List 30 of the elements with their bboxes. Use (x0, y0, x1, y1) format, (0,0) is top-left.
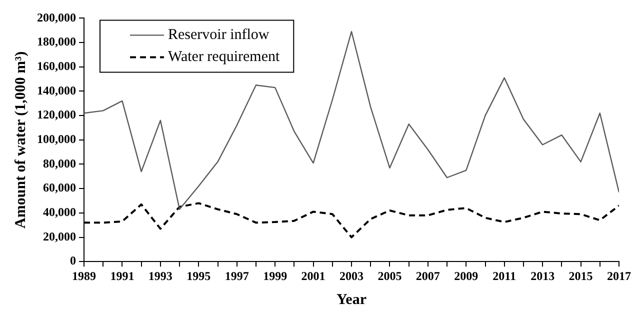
y-tick-label: 120,000 (37, 108, 76, 122)
x-tick-label: 2017 (607, 268, 631, 283)
x-tick-label: 2005 (378, 268, 402, 283)
y-tick-label: 80,000 (43, 156, 76, 170)
x-tick-label: 1993 (148, 268, 172, 283)
x-tick-label: 1997 (224, 268, 249, 283)
y-axis-title: Amount of water (1,000 m³) (12, 51, 29, 228)
y-tick-label: 160,000 (37, 58, 76, 73)
x-tick-label: 1995 (186, 268, 211, 283)
y-tick-label: 40,000 (43, 205, 76, 220)
legend-label: Water requirement (168, 49, 280, 66)
x-tick-label: 2011 (492, 268, 516, 283)
x-tick-label: 2009 (454, 268, 478, 283)
x-tick-label: 2013 (530, 268, 555, 283)
x-tick-label: 1989 (72, 268, 96, 283)
y-tick-label: 140,000 (37, 83, 76, 98)
y-tick-label: 0 (70, 254, 76, 268)
x-tick-label: 1999 (263, 268, 288, 283)
x-tick-label: 2007 (416, 268, 440, 283)
y-tick-label: 20,000 (43, 229, 76, 244)
y-tick-label: 100,000 (37, 132, 76, 146)
y-tick-label: 200,000 (37, 10, 76, 24)
legend-label: Reservoir inflow (168, 27, 270, 44)
x-tick-label: 2003 (340, 268, 364, 283)
x-tick-label: 2001 (301, 268, 326, 283)
y-tick-label: 60,000 (43, 180, 76, 195)
x-axis-title: Year (336, 292, 367, 308)
x-tick-label: 1991 (110, 268, 134, 283)
y-tick-label: 180,000 (37, 34, 76, 49)
x-tick-label: 2015 (568, 268, 593, 283)
